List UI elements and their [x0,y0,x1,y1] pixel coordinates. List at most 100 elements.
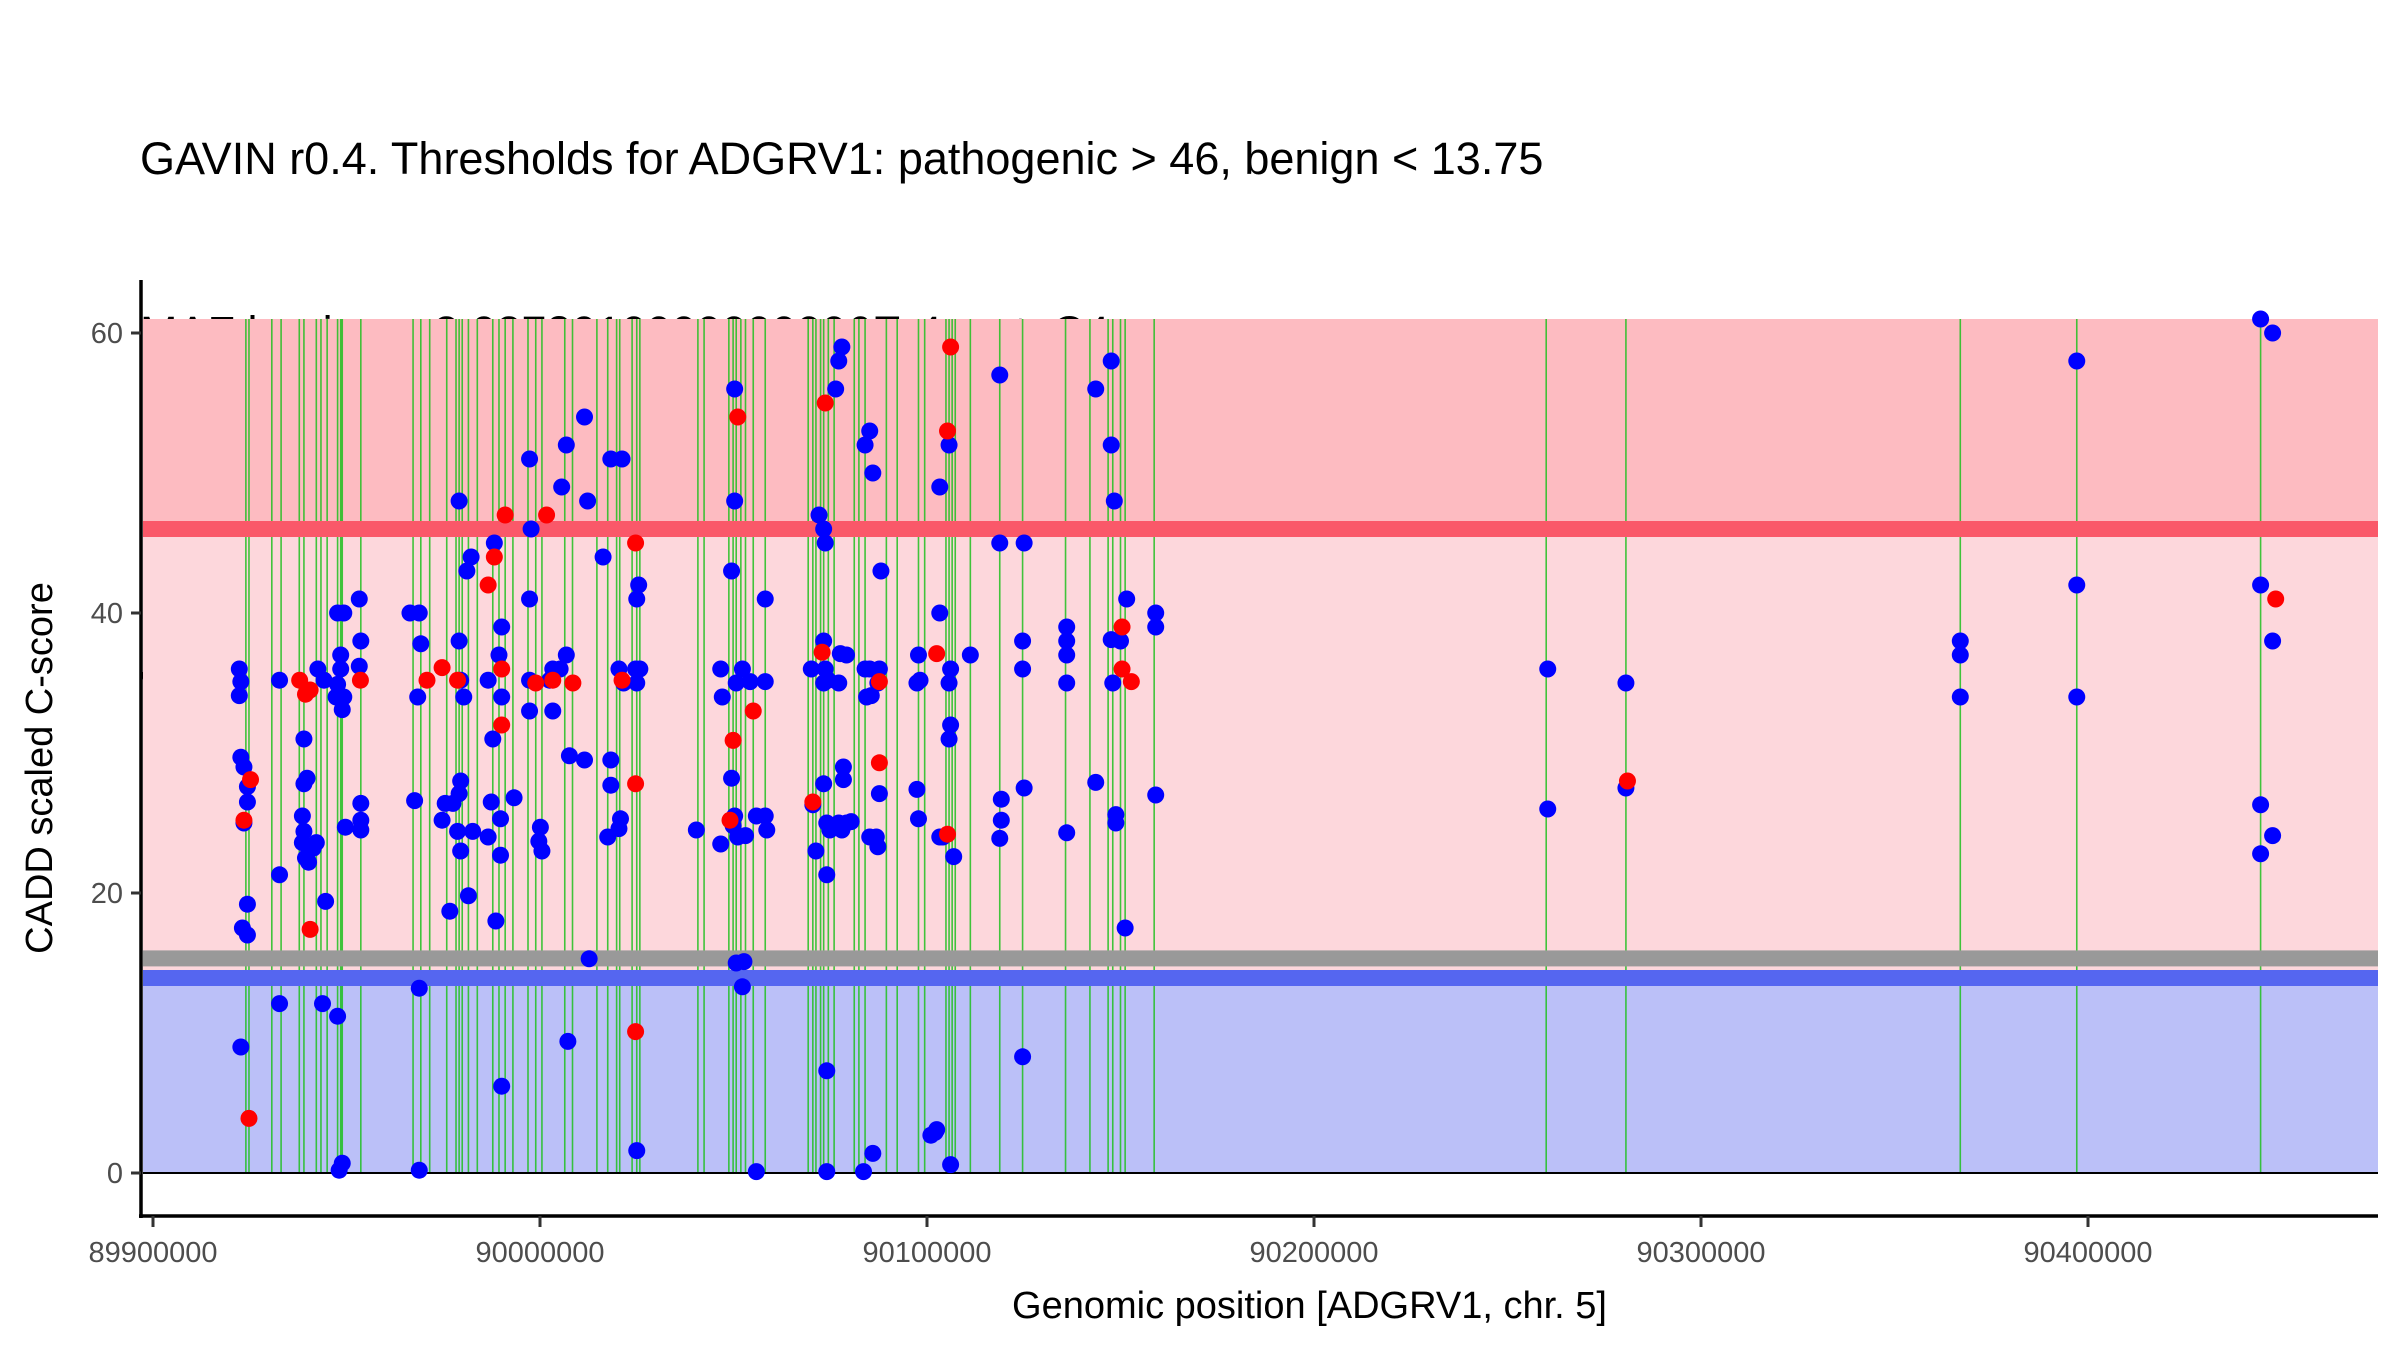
gnomad-point [2068,688,2086,706]
gnomad-point [271,866,289,884]
clinvar-point [496,506,514,524]
clinvar-point [816,394,834,412]
gnomad-point [1951,688,1969,706]
y-tick-label: 0 [107,1158,123,1190]
gnomad-point [991,534,1009,552]
gnomad-point [1102,436,1120,454]
gnomad-point [940,436,958,454]
gnomad-point [945,848,963,866]
gnomad-point [452,772,470,790]
clinvar-point [301,681,319,699]
gnomad-point [327,688,345,706]
clinvar-point [544,671,562,689]
gnomad-point [741,673,759,691]
gnomad-point [856,436,874,454]
x-tick-label: 90000000 [475,1237,604,1269]
clinvar-point [301,920,319,938]
gnomad-point [2264,632,2282,650]
gnomad-point [450,632,468,650]
fallback-threshold-line [143,950,2378,967]
gnomad-point [911,671,929,689]
clinvar-point [433,659,451,677]
gnomad-point [961,646,979,664]
clinvar-point [721,811,739,829]
gnomad-point [464,822,482,840]
gnomad-point [807,842,825,860]
gnomad-point [942,1156,960,1174]
gnomad-point [410,1161,428,1179]
gnomad-point [802,660,820,678]
clinvar-point [627,775,645,793]
x-tick-label: 90300000 [1636,1237,1765,1269]
data-points [230,310,2285,1181]
gnomad-point [521,702,539,720]
gnomad-point [580,950,598,968]
gnomad-point [756,590,774,608]
gnomad-point [726,492,744,510]
clinvar-point [235,811,253,829]
gnomad-point [733,978,751,996]
gnomad-point [931,478,949,496]
gnomad-point [333,1154,351,1172]
gnomad-point [2252,576,2270,594]
gnomad-point [576,408,594,426]
gnomad-point [756,807,774,825]
gnomad-point [908,780,926,798]
clinvar-point [449,671,467,689]
gnomad-point [1014,660,1032,678]
gnomad-point [557,646,575,664]
gnomad-point [298,769,316,787]
clinvar-point [928,645,946,663]
gnomad-point [1058,824,1076,842]
gnomad-point [1014,632,1032,650]
clinvar-point [2267,590,2285,608]
gnomad-point [315,671,333,689]
clinvar-point [240,1109,258,1127]
clinvar-point [627,534,645,552]
clinvar-point [729,408,747,426]
clinvar-point [724,731,742,749]
y-tick-label: 20 [91,878,123,910]
gnomad-point [441,902,459,920]
gnomad-point [733,660,751,678]
x-tick-label: 89900000 [88,1237,217,1269]
threshold-lines [143,521,2378,986]
gnomad-point [449,822,467,840]
gnomad-point [409,688,427,706]
gnomad-point [613,450,631,468]
gnomad-point [628,1142,646,1160]
gnomad-point [723,769,741,787]
gnomad-point [335,604,353,622]
gnomad-point [909,646,927,664]
gnomad-point [350,590,368,608]
gnomad-point [522,520,540,538]
x-tick-label: 90100000 [862,1237,991,1269]
gnomad-point [332,660,350,678]
gnomad-point [1058,632,1076,650]
gnomad-point [862,687,880,705]
gnomad-point [352,632,370,650]
gnomad-point [462,548,480,566]
gnomad-point [487,912,505,930]
gnomad-point [232,1038,250,1056]
gnomad-point [1058,646,1076,664]
pathogenic-threshold-line [143,521,2378,537]
gnomad-point [940,730,958,748]
gnomad-point [1087,380,1105,398]
gnomad-point [628,674,646,692]
gnomad-point [559,1032,577,1050]
gnomad-point [842,813,860,831]
gnomad-point [834,758,852,776]
gnomad-point [329,1007,347,1025]
gnomad-point [727,674,745,692]
gnomad-point [815,775,833,793]
gnomad-point [352,821,370,839]
y-tick-label: 60 [91,318,123,350]
gnomad-point [293,807,311,825]
gnomad-point [485,534,503,552]
gnomad-point [2068,576,2086,594]
gnomad-point [493,688,511,706]
clinvar-point [351,671,369,689]
clinvar-point [485,548,503,566]
